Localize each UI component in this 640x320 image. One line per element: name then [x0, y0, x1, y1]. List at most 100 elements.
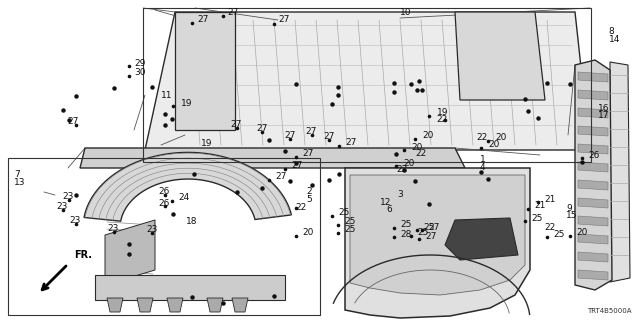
Text: 25: 25	[344, 217, 356, 226]
Text: 17: 17	[598, 111, 610, 120]
Text: 25: 25	[531, 214, 543, 223]
Text: 25: 25	[344, 225, 356, 234]
Text: 22: 22	[296, 204, 307, 212]
Text: 15: 15	[566, 212, 578, 220]
Polygon shape	[175, 12, 235, 130]
Text: 3: 3	[397, 190, 403, 199]
Polygon shape	[578, 108, 608, 118]
Text: 10: 10	[400, 8, 412, 17]
Text: 26: 26	[159, 199, 170, 208]
Text: 23: 23	[69, 216, 81, 225]
Text: 30: 30	[134, 68, 146, 77]
Polygon shape	[232, 298, 248, 312]
Polygon shape	[578, 126, 608, 136]
Text: 27: 27	[227, 8, 239, 17]
Polygon shape	[345, 168, 530, 318]
Polygon shape	[578, 144, 608, 154]
Text: 27: 27	[291, 161, 303, 170]
Polygon shape	[578, 270, 608, 280]
Text: TRT4B5000A: TRT4B5000A	[588, 308, 632, 314]
Polygon shape	[578, 72, 608, 82]
Polygon shape	[610, 62, 630, 282]
Text: 20: 20	[576, 228, 588, 237]
Text: 2: 2	[306, 188, 312, 196]
Text: 22: 22	[397, 165, 408, 174]
Text: 22: 22	[476, 133, 488, 142]
Text: 12: 12	[380, 198, 392, 207]
Text: 5: 5	[306, 195, 312, 204]
Text: 25: 25	[338, 208, 349, 217]
Text: 19: 19	[201, 139, 212, 148]
Text: 9: 9	[566, 204, 572, 213]
Text: 20: 20	[411, 143, 422, 152]
Text: 22: 22	[436, 116, 448, 124]
Polygon shape	[84, 152, 291, 221]
Text: 27: 27	[426, 232, 437, 241]
Polygon shape	[578, 162, 608, 172]
Text: FR.: FR.	[74, 250, 92, 260]
Text: 27: 27	[278, 15, 290, 24]
Text: 20: 20	[403, 159, 415, 168]
Polygon shape	[578, 198, 608, 208]
Polygon shape	[95, 275, 285, 300]
Text: 27: 27	[275, 172, 287, 181]
Polygon shape	[207, 298, 223, 312]
Text: 7: 7	[14, 170, 20, 179]
Text: 25: 25	[417, 228, 429, 237]
Polygon shape	[167, 298, 183, 312]
Text: 23: 23	[56, 202, 68, 211]
Text: 8: 8	[609, 28, 614, 36]
Text: 27: 27	[197, 15, 209, 24]
Text: 11: 11	[161, 92, 173, 100]
Text: 22: 22	[544, 223, 556, 232]
Text: 24: 24	[178, 193, 189, 202]
Polygon shape	[578, 234, 608, 244]
Polygon shape	[455, 12, 545, 100]
Polygon shape	[578, 180, 608, 190]
Text: 28: 28	[400, 230, 412, 239]
Text: 21: 21	[534, 201, 546, 210]
Text: 27: 27	[346, 138, 357, 147]
Text: 14: 14	[609, 36, 620, 44]
Text: 25: 25	[424, 223, 435, 232]
Polygon shape	[350, 175, 525, 295]
Polygon shape	[445, 218, 518, 260]
Polygon shape	[578, 252, 608, 262]
Text: 23: 23	[108, 224, 119, 233]
Text: 20: 20	[302, 228, 314, 237]
Text: 27: 27	[323, 132, 335, 141]
Text: 22: 22	[415, 149, 427, 158]
Text: 26: 26	[159, 188, 170, 196]
Text: 21: 21	[544, 195, 556, 204]
Text: 23: 23	[63, 192, 74, 201]
Text: 29: 29	[134, 60, 146, 68]
Polygon shape	[578, 90, 608, 100]
Text: 27: 27	[284, 132, 296, 140]
Text: 19: 19	[180, 100, 192, 108]
Text: 26: 26	[589, 151, 600, 160]
Text: 20: 20	[422, 132, 434, 140]
Text: 27: 27	[302, 149, 314, 158]
Text: 6: 6	[387, 205, 392, 214]
Text: 16: 16	[598, 104, 610, 113]
Text: 20: 20	[495, 133, 507, 142]
Text: 18: 18	[186, 217, 197, 226]
Text: 27: 27	[230, 120, 242, 129]
Text: 20: 20	[488, 140, 500, 149]
Polygon shape	[80, 148, 465, 168]
Text: 27: 27	[256, 124, 268, 133]
Text: 27: 27	[305, 127, 317, 136]
Text: 27: 27	[68, 117, 79, 126]
Text: 23: 23	[146, 225, 157, 234]
Polygon shape	[105, 220, 155, 285]
Text: 13: 13	[14, 178, 26, 187]
Polygon shape	[578, 216, 608, 226]
Text: 27: 27	[429, 223, 440, 232]
Polygon shape	[137, 298, 153, 312]
Text: 19: 19	[436, 108, 448, 117]
Polygon shape	[107, 298, 123, 312]
Polygon shape	[575, 60, 612, 290]
Text: 25: 25	[400, 220, 412, 229]
Text: 4: 4	[480, 163, 486, 172]
Text: 25: 25	[554, 230, 565, 239]
